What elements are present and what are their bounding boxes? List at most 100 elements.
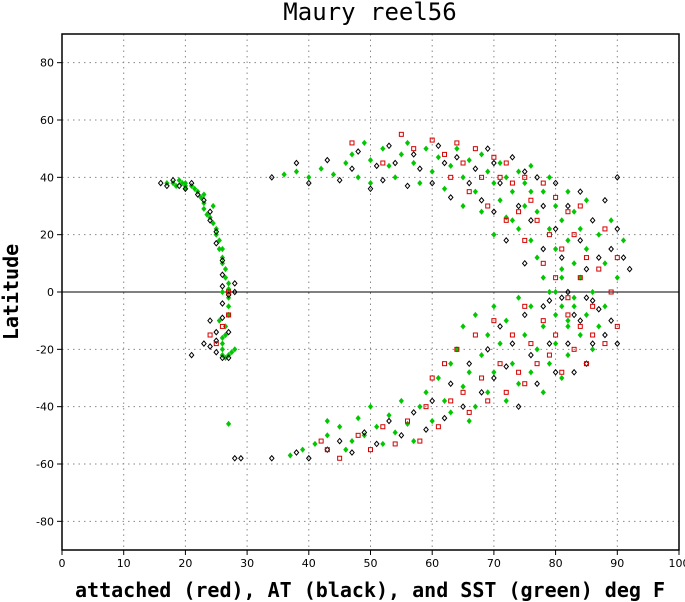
data-point-at [565, 340, 571, 347]
data-point-sst [522, 202, 528, 210]
data-point-attached [565, 312, 571, 318]
data-point-sst [210, 202, 216, 210]
data-point-attached [540, 260, 546, 266]
data-point-at [441, 414, 448, 422]
x-tick-label: 100 [669, 557, 685, 570]
data-point-at [491, 159, 497, 167]
data-point-sst [198, 194, 204, 201]
data-point-attached [398, 131, 404, 137]
data-point-sst [386, 162, 392, 169]
data-point-sst [343, 446, 349, 453]
data-point-sst [565, 188, 571, 195]
data-point-sst [355, 415, 361, 422]
data-point-sst [219, 245, 226, 253]
data-point-sst [222, 266, 229, 273]
data-point-sst [534, 346, 540, 353]
data-point-sst [392, 429, 398, 436]
x-axis-ticks: 0 10 20 30 40 50 60 70 80 90 100 [59, 550, 685, 570]
data-point-at [379, 176, 386, 184]
series-at [157, 142, 633, 462]
data-point-sst [497, 197, 503, 204]
data-point-at [349, 449, 355, 456]
data-point-attached [380, 160, 386, 166]
data-point-at [410, 409, 417, 416]
data-point-sst [559, 266, 565, 273]
x-tick-label: 50 [364, 557, 378, 570]
data-point-at [515, 403, 522, 411]
data-point-sst [460, 323, 466, 330]
data-point-at [373, 162, 380, 170]
data-point-at [466, 360, 473, 368]
data-point-at [558, 254, 565, 261]
data-point-at [571, 368, 577, 376]
data-point-sst [571, 303, 577, 310]
data-point-sst [423, 145, 429, 152]
data-point-at [540, 245, 547, 253]
data-point-at [540, 202, 547, 210]
data-point-at [293, 449, 300, 456]
data-point-at [497, 179, 503, 187]
data-point-at [164, 182, 170, 190]
data-point-at [423, 426, 429, 433]
data-point-at [534, 380, 540, 388]
data-point-attached [522, 381, 528, 387]
y-tick-label: -80 [36, 515, 54, 528]
data-point-attached [522, 237, 528, 243]
data-point-sst [216, 317, 222, 324]
data-point-at [552, 225, 559, 233]
data-point-at [207, 216, 213, 224]
data-point-at [565, 288, 571, 296]
data-point-at [589, 216, 596, 224]
data-point-at [546, 340, 553, 347]
data-point-sst [312, 440, 318, 447]
data-point-sst [216, 237, 222, 244]
data-point-at [355, 148, 362, 155]
data-point-attached [503, 389, 509, 395]
data-point-sst [509, 217, 516, 224]
x-tick-label: 80 [549, 557, 563, 570]
data-point-sst [398, 151, 404, 158]
data-point-sst [577, 274, 583, 281]
data-point-sst [192, 185, 198, 192]
y-axis-ticks: -80 -60 -40 -20 0 20 40 60 80 [36, 57, 62, 528]
data-point-sst [602, 260, 608, 267]
data-point-sst [497, 340, 503, 347]
data-point-attached [417, 438, 423, 444]
data-point-at [626, 265, 633, 273]
data-point-attached [546, 232, 552, 238]
data-point-attached [429, 375, 435, 381]
data-point-sst [485, 389, 491, 396]
data-point-sst [219, 346, 226, 353]
data-point-at [595, 254, 602, 261]
data-point-at [620, 254, 627, 261]
data-point-attached [454, 346, 460, 352]
data-point-sst [509, 188, 516, 195]
data-point-attached [405, 418, 411, 424]
data-point-at [447, 380, 454, 388]
data-point-attached [528, 341, 534, 347]
x-tick-label: 0 [59, 557, 66, 570]
data-point-sst [392, 174, 398, 181]
data-point-sst [404, 139, 411, 146]
series-sst [164, 139, 627, 459]
data-point-sst [398, 397, 404, 404]
data-point-sst [571, 260, 577, 267]
data-point-sst [565, 352, 571, 359]
data-point-at [521, 259, 528, 267]
data-point-attached [509, 180, 515, 186]
data-point-attached [540, 318, 546, 324]
data-point-sst [565, 323, 571, 330]
data-point-sst [522, 180, 528, 187]
data-point-sst [546, 288, 553, 296]
data-point-sst [553, 311, 559, 318]
data-point-attached [571, 232, 577, 238]
data-point-sst [546, 174, 553, 181]
data-point-at [349, 165, 355, 173]
data-point-attached [553, 194, 559, 200]
data-point-sst [553, 245, 559, 253]
data-point-attached [497, 361, 503, 367]
data-point-sst [590, 346, 596, 353]
data-point-sst [559, 303, 565, 310]
data-point-attached [590, 303, 596, 309]
